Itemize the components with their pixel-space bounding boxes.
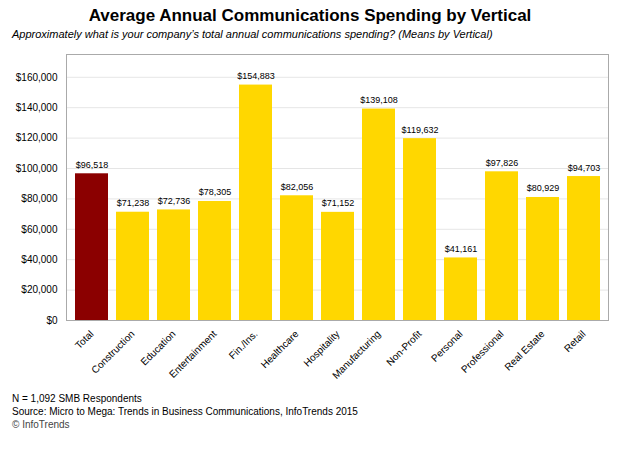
svg-text:$139,108: $139,108 [360,95,398,105]
svg-text:Real Estate: Real Estate [502,328,547,373]
svg-text:$97,826: $97,826 [486,158,519,168]
svg-text:$40,000: $40,000 [21,254,58,265]
svg-text:Professional: Professional [459,328,506,375]
svg-text:$96,518: $96,518 [76,160,109,170]
svg-text:Entertainment: Entertainment [167,328,219,380]
svg-text:Retail: Retail [562,328,588,354]
svg-text:$94,703: $94,703 [568,163,601,173]
svg-text:Healthcare: Healthcare [259,328,301,370]
svg-text:$119,632: $119,632 [402,125,439,135]
svg-text:$100,000: $100,000 [16,163,58,174]
html-text:© InfoTrends: © InfoTrends [12,419,70,430]
svg-text:$60,000: $60,000 [21,224,58,235]
svg-text:$120,000: $120,000 [16,132,58,143]
svg-text:$160,000: $160,000 [16,72,58,83]
svg-text:$154,883: $154,883 [237,71,275,81]
svg-text:$80,000: $80,000 [21,193,58,204]
svg-text:Construction: Construction [89,328,136,375]
svg-text:$82,056: $82,056 [281,182,314,192]
svg-text:$41,161: $41,161 [445,244,478,254]
svg-text:Education: Education [138,328,177,367]
html-text:N = 1,092 SMB Respondents: N = 1,092 SMB Respondents [12,393,142,404]
html-text:Approximately what is your com: Approximately what is your company’s tot… [12,28,493,40]
svg-text:$80,929: $80,929 [527,183,560,193]
svg-text:$140,000: $140,000 [16,102,58,113]
svg-text:Personal: Personal [429,328,465,364]
svg-text:$20,000: $20,000 [21,284,58,295]
svg-text:$71,238: $71,238 [117,198,150,208]
svg-text:Manufacturing: Manufacturing [330,328,383,381]
svg-text:$72,736: $72,736 [158,196,191,206]
svg-text:Hospitality: Hospitality [301,328,341,368]
svg-text:$78,305: $78,305 [199,187,232,197]
svg-text:$71,152: $71,152 [322,198,355,208]
svg-text:Total: Total [73,328,96,351]
svg-text:$0: $0 [46,315,58,326]
html-text:Average Annual Communications: Average Annual Communications Spending b… [88,6,532,25]
svg-text:Non-Profit: Non-Profit [384,328,424,368]
svg-text:Fin./Ins.: Fin./Ins. [227,328,260,361]
html-text:Source: Micro to Mega: Trends: Source: Micro to Mega: Trends in Busines… [12,406,358,417]
